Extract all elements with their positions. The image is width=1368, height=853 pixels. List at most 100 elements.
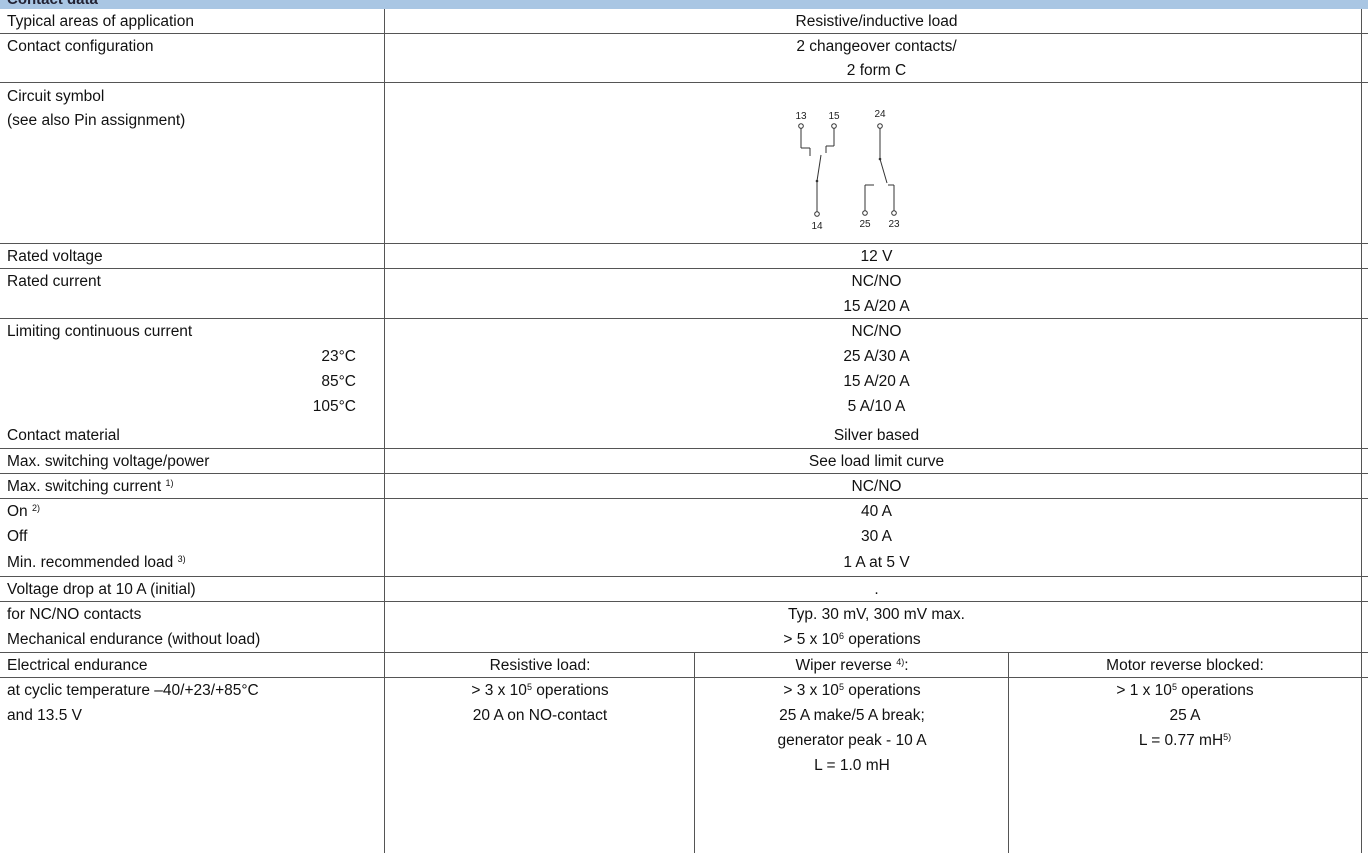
value-text: : xyxy=(904,657,909,674)
value-text: > 3 x 10 xyxy=(471,682,527,699)
row-divider xyxy=(0,82,1368,83)
exponent: 6 xyxy=(838,631,844,641)
pin-label-14: 14 xyxy=(811,221,823,232)
label-voltage-13-5: and 13.5 V xyxy=(7,707,82,724)
label-max-switching-voltage: Max. switching voltage/power xyxy=(7,453,210,470)
label-max-switching-current: Max. switching current 1) xyxy=(7,474,174,499)
circuit-symbol-diagram: 13 15 24 14 25 23 xyxy=(795,109,900,232)
value-limiting-85: 15 A/20 A xyxy=(843,373,910,390)
column-divider xyxy=(1008,652,1009,853)
footnote-ref: 1) xyxy=(165,478,174,488)
table-right-border xyxy=(1361,9,1362,853)
label-text: Max. switching current xyxy=(7,478,162,495)
value-text: operations xyxy=(531,682,609,699)
column-divider xyxy=(384,9,385,853)
label-voltage-drop-contacts: for NC/NO contacts xyxy=(7,606,142,623)
wiper-reverse-peak: generator peak - 10 A xyxy=(777,732,927,749)
exponent: 5 xyxy=(838,682,844,692)
value-text: Wiper reverse xyxy=(795,657,897,674)
label-contact-material: Contact material xyxy=(7,427,120,444)
value-rated-current: 15 A/20 A xyxy=(843,298,910,315)
footnote-ref: 4) xyxy=(896,657,905,667)
row-divider xyxy=(0,33,1368,34)
value-off: 30 A xyxy=(860,528,893,545)
row-divider xyxy=(0,448,1368,449)
label-rated-voltage: Rated voltage xyxy=(7,248,103,265)
label-typical-application: Typical areas of application xyxy=(7,13,194,30)
value-contact-configuration-2: 2 form C xyxy=(846,62,907,79)
motor-reverse-inductance: L = 0.77 mH5) xyxy=(1009,728,1361,753)
label-cyclic-temperature: at cyclic temperature –40/+23/+85°C xyxy=(7,682,259,699)
row-divider xyxy=(0,243,1368,244)
row-divider xyxy=(0,498,1368,499)
label-off: Off xyxy=(7,528,28,545)
exponent: 5 xyxy=(526,682,532,692)
label-temp-85: 85°C xyxy=(321,373,356,390)
value-on: 40 A xyxy=(860,503,893,520)
footnote-ref: 2) xyxy=(32,503,41,513)
value-text: operations xyxy=(843,682,921,699)
pin-label-23: 23 xyxy=(888,219,900,230)
label-voltage-drop: Voltage drop at 10 A (initial) xyxy=(7,581,196,598)
resistive-load-operations: > 3 x 105 operations xyxy=(385,678,695,703)
value-text: operations xyxy=(1176,682,1254,699)
exponent: 5 xyxy=(1171,682,1177,692)
row-divider xyxy=(0,473,1368,474)
value-contact-configuration-1: 2 changeover contacts/ xyxy=(796,38,957,55)
resistive-load-current: 20 A on NO-contact xyxy=(472,707,608,724)
label-electrical-endurance: Electrical endurance xyxy=(7,657,148,674)
motor-reverse-operations: > 1 x 105 operations xyxy=(1009,678,1361,703)
value-mechanical-endurance: > 5 x 106 operations xyxy=(695,627,1009,652)
row-divider xyxy=(0,576,1368,577)
row-divider xyxy=(0,268,1368,269)
label-mechanical-endurance: Mechanical endurance (without load) xyxy=(7,631,261,648)
value-limiting-header: NC/NO xyxy=(851,323,902,340)
value-contact-material: Silver based xyxy=(833,427,920,444)
label-limiting-continuous-current: Limiting continuous current xyxy=(7,323,193,340)
motor-reverse-title: Motor reverse blocked: xyxy=(1106,657,1264,674)
pin-label-13: 13 xyxy=(795,111,807,122)
wiper-reverse-current: 25 A make/5 A break; xyxy=(779,707,925,724)
column-divider xyxy=(694,652,695,853)
pin-label-25: 25 xyxy=(859,219,871,230)
label-temp-23: 23°C xyxy=(321,348,356,365)
wiper-reverse-title: Wiper reverse 4): xyxy=(695,653,1009,678)
value-voltage-drop-1: . xyxy=(874,581,879,598)
value-min-recommended-load: 1 A at 5 V xyxy=(843,554,910,571)
motor-reverse-current: 25 A xyxy=(1169,707,1201,724)
value-text: operations xyxy=(843,631,921,648)
wiper-reverse-inductance: L = 1.0 mH xyxy=(814,757,890,774)
value-text: > 1 x 10 xyxy=(1116,682,1172,699)
footnote-ref: 5) xyxy=(1223,732,1232,742)
label-on: On 2) xyxy=(7,499,40,524)
value-voltage-drop-2: Typ. 30 mV, 300 mV max. xyxy=(788,606,965,623)
label-text: Min. recommended load xyxy=(7,554,174,571)
label-temp-105: 105°C xyxy=(312,398,356,415)
value-max-switching-voltage: See load limit curve xyxy=(808,453,945,470)
label-min-recommended-load: Min. recommended load 3) xyxy=(7,550,186,575)
label-text: On xyxy=(7,503,28,520)
row-divider xyxy=(0,601,1368,602)
wiper-reverse-operations: > 3 x 105 operations xyxy=(695,678,1009,703)
value-text: L = 0.77 mH xyxy=(1138,732,1224,749)
section-title: Contact data xyxy=(7,0,98,8)
pin-label-15: 15 xyxy=(828,111,840,122)
row-divider xyxy=(0,318,1368,319)
label-pin-assignment-note: (see also Pin assignment) xyxy=(7,112,186,129)
footnote-ref: 3) xyxy=(177,554,186,564)
value-typical-application: Resistive/inductive load xyxy=(795,13,958,30)
section-header: Contact data xyxy=(0,0,1368,9)
value-text: > 3 x 10 xyxy=(783,682,839,699)
value-max-current-header: NC/NO xyxy=(851,478,902,495)
value-limiting-23: 25 A/30 A xyxy=(843,348,910,365)
value-rated-voltage: 12 V xyxy=(860,248,893,265)
pin-label-24: 24 xyxy=(874,109,886,120)
row-divider xyxy=(0,652,1368,653)
value-rated-current-header: NC/NO xyxy=(851,273,902,290)
label-contact-configuration: Contact configuration xyxy=(7,38,154,55)
label-rated-current: Rated current xyxy=(7,273,101,290)
row-divider xyxy=(0,677,1368,678)
value-text: > 5 x 10 xyxy=(783,631,839,648)
value-limiting-105: 5 A/10 A xyxy=(847,398,906,415)
label-circuit-symbol: Circuit symbol xyxy=(7,88,105,105)
